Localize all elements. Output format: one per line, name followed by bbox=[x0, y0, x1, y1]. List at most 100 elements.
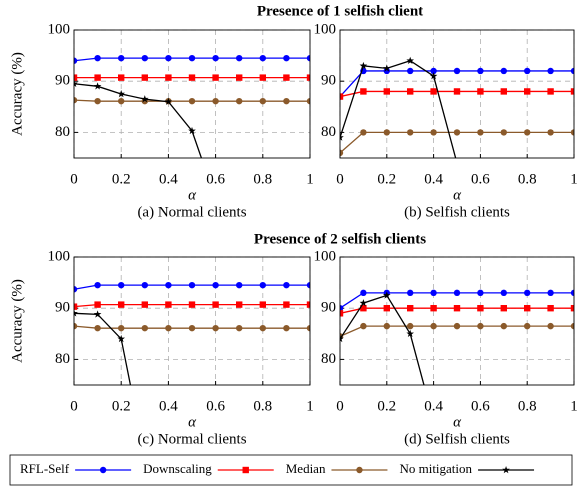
marker bbox=[500, 322, 507, 330]
marker bbox=[453, 67, 461, 75]
marker bbox=[383, 88, 390, 95]
marker bbox=[407, 305, 414, 312]
marker bbox=[570, 289, 574, 297]
marker bbox=[212, 195, 220, 202]
marker bbox=[306, 324, 310, 332]
marker bbox=[74, 303, 78, 310]
marker bbox=[570, 305, 574, 312]
legend-label: RFL-Self bbox=[20, 461, 70, 476]
marker bbox=[502, 466, 510, 474]
legend-label: Downscaling bbox=[143, 461, 212, 476]
marker bbox=[547, 322, 554, 330]
y-axis-label: Accuracy (%) bbox=[9, 279, 25, 363]
marker bbox=[477, 88, 484, 95]
marker bbox=[164, 97, 173, 105]
marker bbox=[407, 322, 414, 330]
marker bbox=[430, 417, 438, 424]
marker bbox=[340, 133, 344, 141]
marker bbox=[306, 74, 310, 81]
marker bbox=[165, 324, 172, 332]
y-tick-label: 100 bbox=[48, 248, 71, 264]
marker bbox=[547, 129, 554, 136]
marker bbox=[94, 97, 101, 105]
marker bbox=[524, 67, 531, 75]
marker bbox=[118, 324, 125, 332]
section-title: Presence of 1 selfish client bbox=[257, 3, 423, 19]
y-tick-label: 100 bbox=[314, 21, 337, 37]
marker bbox=[188, 324, 196, 332]
marker bbox=[360, 88, 367, 95]
plot-area bbox=[340, 289, 574, 424]
marker bbox=[236, 281, 243, 289]
marker bbox=[453, 159, 461, 166]
marker bbox=[359, 299, 368, 307]
x-tick-label: 1 bbox=[570, 171, 578, 187]
x-axis-label: α bbox=[453, 187, 462, 203]
marker bbox=[383, 305, 390, 312]
caption: (a) Normal clients bbox=[137, 204, 246, 220]
marker bbox=[259, 324, 266, 332]
legend-label: Median bbox=[286, 461, 326, 476]
marker bbox=[188, 54, 196, 62]
marker bbox=[360, 322, 367, 330]
x-tick-label: 0.2 bbox=[112, 398, 131, 414]
marker bbox=[74, 74, 78, 81]
marker bbox=[141, 281, 148, 289]
marker bbox=[500, 88, 507, 95]
marker bbox=[259, 97, 266, 105]
y-tick-label: 80 bbox=[55, 124, 70, 140]
marker bbox=[500, 289, 507, 297]
marker bbox=[430, 289, 437, 297]
marker bbox=[188, 126, 196, 135]
axes-frame bbox=[73, 256, 311, 386]
marker bbox=[406, 56, 415, 64]
marker bbox=[570, 129, 574, 136]
section-title: Presence of 2 selfish clients bbox=[254, 231, 426, 247]
marker bbox=[283, 324, 290, 332]
marker bbox=[306, 301, 310, 308]
marker bbox=[477, 67, 484, 75]
x-tick-label: 0 bbox=[70, 398, 78, 414]
plot-area bbox=[74, 281, 310, 385]
y-tick-label: 90 bbox=[321, 73, 336, 89]
marker bbox=[306, 281, 310, 289]
marker bbox=[141, 324, 148, 332]
x-tick-label: 1 bbox=[306, 398, 314, 414]
marker bbox=[140, 95, 149, 103]
marker bbox=[118, 281, 125, 289]
plot-area bbox=[74, 54, 310, 202]
y-tick-label: 80 bbox=[321, 124, 336, 140]
marker bbox=[94, 281, 101, 289]
marker bbox=[188, 97, 196, 105]
marker bbox=[382, 291, 391, 299]
caption: (d) Selfish clients bbox=[404, 431, 510, 447]
marker bbox=[524, 289, 531, 297]
x-tick-label: 0.6 bbox=[206, 398, 225, 414]
marker bbox=[500, 305, 507, 312]
marker bbox=[74, 96, 78, 104]
marker bbox=[306, 54, 310, 62]
marker bbox=[382, 64, 391, 72]
axes-frame bbox=[73, 29, 311, 159]
marker bbox=[74, 286, 78, 293]
x-tick-label: 0 bbox=[70, 171, 78, 187]
marker bbox=[383, 322, 390, 330]
marker bbox=[524, 305, 531, 312]
marker bbox=[547, 289, 554, 297]
marker bbox=[118, 74, 125, 81]
marker bbox=[547, 67, 554, 75]
marker bbox=[117, 90, 126, 98]
x-tick-label: 0.8 bbox=[518, 171, 537, 187]
marker bbox=[406, 329, 415, 338]
marker bbox=[212, 74, 219, 81]
marker bbox=[356, 466, 363, 474]
y-tick-label: 100 bbox=[48, 21, 71, 37]
marker bbox=[259, 301, 266, 308]
x-tick-label: 0 bbox=[336, 171, 344, 187]
x-axis-label: α bbox=[188, 187, 197, 203]
marker bbox=[453, 322, 461, 330]
marker bbox=[570, 88, 574, 95]
x-tick-label: 0.2 bbox=[112, 171, 131, 187]
series-line bbox=[340, 60, 457, 158]
y-axis-label: Accuracy (%) bbox=[9, 52, 25, 136]
